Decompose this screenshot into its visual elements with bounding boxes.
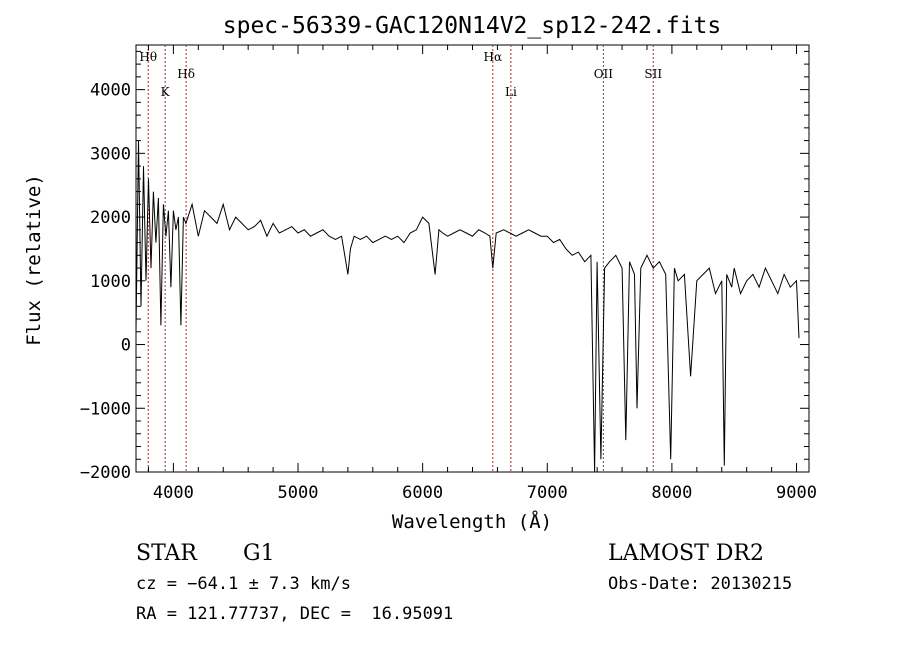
- spectral-line-label: OII: [594, 67, 614, 81]
- spectral-line-label: SII: [644, 67, 662, 81]
- obs-date-text: Obs-Date: 20130215: [608, 574, 792, 594]
- y-tick-label: 3000: [90, 144, 131, 164]
- redshift-text: cz = −64.1 ± 7.3 km/s: [136, 574, 351, 594]
- x-axis-label: Wavelength (Å): [392, 510, 552, 533]
- y-axis-label: Flux (relative): [23, 174, 45, 346]
- y-tick-label: 1000: [90, 272, 131, 292]
- spectrum-series-line: [135, 140, 800, 473]
- x-tick-label: 8000: [651, 483, 692, 503]
- y-tick-label: 2000: [90, 208, 131, 228]
- object-class: STAR: [136, 541, 198, 566]
- spectral-line-label: K: [161, 85, 171, 99]
- spectral-line-label: Hδ: [177, 67, 195, 81]
- spectral-line-markers: Hθ K Hδ Hα Li OII SII: [139, 45, 662, 472]
- object-subclass: G1: [243, 541, 275, 566]
- survey-name: LAMOST DR2: [608, 541, 764, 566]
- y-tick-label: 4000: [90, 81, 131, 101]
- chart-title: spec-56339-GAC120N14V2_sp12-242.fits: [223, 13, 722, 39]
- plot-frame: [135, 44, 810, 473]
- x-tick-label: 5000: [278, 483, 319, 503]
- y-tick-label: −1000: [80, 399, 131, 419]
- spectral-line-label: Li: [505, 85, 517, 99]
- coords-text: RA = 121.77737, DEC = 16.95091: [136, 604, 453, 624]
- y-axis-ticks: −2000 −1000 0 1000 2000 3000 4000: [80, 50, 809, 483]
- x-tick-label: 4000: [153, 483, 194, 503]
- spectral-line-label: Hθ: [139, 50, 157, 64]
- x-tick-label: 7000: [527, 483, 568, 503]
- y-tick-label: −2000: [80, 463, 131, 483]
- x-axis-ticks: 4000 5000 6000 7000 8000 9000: [147, 45, 817, 503]
- x-tick-label: 9000: [776, 483, 817, 503]
- y-tick-label: 0: [121, 336, 131, 356]
- x-tick-label: 6000: [402, 483, 443, 503]
- spectral-line-label: Hα: [484, 50, 503, 64]
